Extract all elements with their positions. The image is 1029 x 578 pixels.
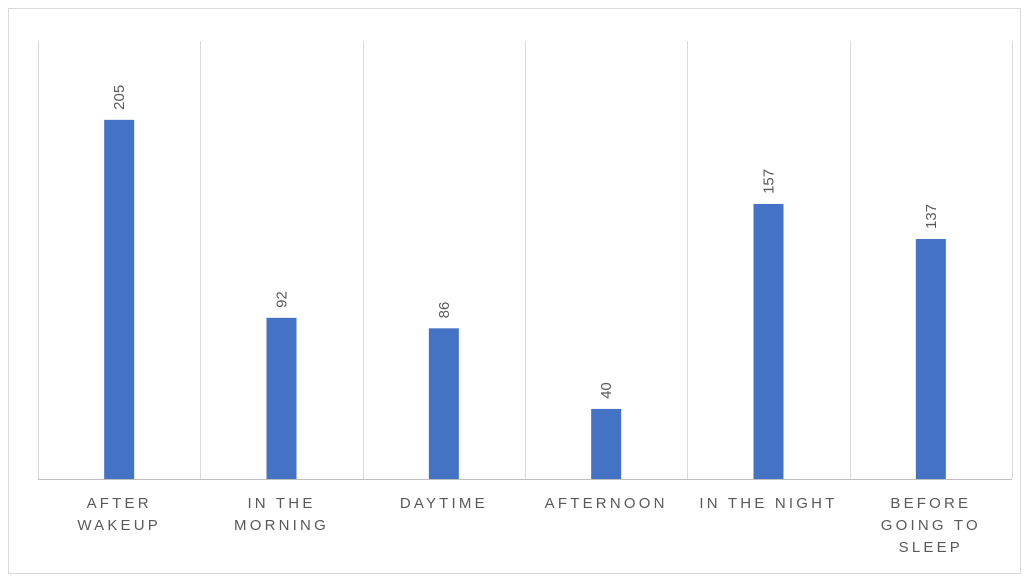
bar: [915, 238, 946, 479]
category-label: BEFORE GOING TO SLEEP: [881, 495, 981, 556]
bar: [753, 203, 784, 479]
bar-chart: 205 92 86 40 157 137 AFTER WAKEUP IN THE MORNING…: [38, 41, 1013, 556]
category-label: AFTERNOON: [545, 495, 668, 512]
data-label: 157: [761, 169, 778, 194]
category-label: IN THE MORNING: [234, 495, 329, 534]
bar: [104, 119, 135, 479]
bar: [428, 328, 459, 479]
category-label: DAYTIME: [400, 495, 488, 512]
chart-frame: 205 92 86 40 157 137 AFTER WAKEUP IN THE MORNING…: [8, 8, 1021, 574]
data-label: 92: [274, 291, 291, 308]
category-labels: AFTER WAKEUP IN THE MORNING DAYTIME AFTERNOON…: [77, 495, 981, 556]
bar: [591, 408, 622, 479]
grid-lines: [38, 41, 1013, 480]
data-labels: 205 92 86 40 157 137: [111, 85, 940, 399]
category-label: AFTER WAKEUP: [77, 495, 161, 534]
bar: [266, 317, 297, 479]
bars: [104, 119, 946, 479]
category-label: IN THE NIGHT: [699, 495, 837, 512]
data-label: 205: [111, 85, 128, 110]
data-label: 86: [436, 302, 453, 319]
data-label: 40: [598, 382, 615, 399]
data-label: 137: [923, 204, 940, 229]
